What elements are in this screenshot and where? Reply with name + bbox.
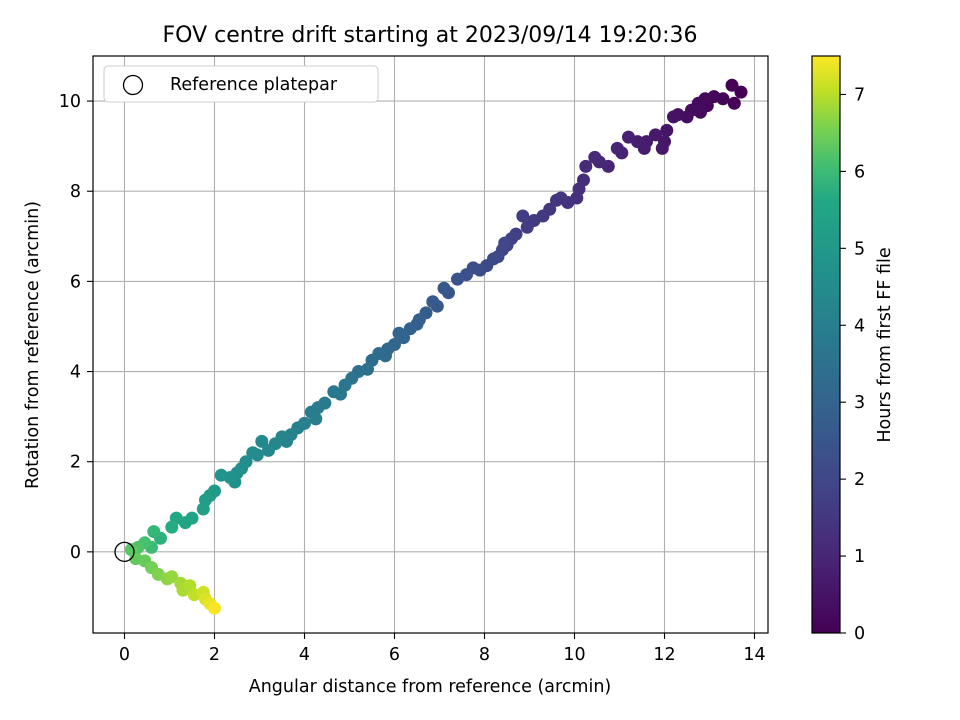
legend-label-reference: Reference platepar (170, 75, 338, 95)
y-tick-label: 8 (70, 182, 81, 202)
scatter-point (649, 128, 662, 142)
legend-marker-reference (122, 74, 144, 96)
scatter-point (309, 412, 323, 426)
points-layer (114, 78, 748, 615)
scatter-point (246, 446, 260, 460)
scatter-point (437, 281, 451, 295)
colorbar-tick-label: 6 (854, 162, 865, 182)
colorbar-tick-label: 1 (854, 547, 865, 567)
y-tick-label: 0 (70, 543, 81, 563)
legend-box (103, 65, 379, 103)
scatter-point (147, 525, 161, 539)
scatter-point (165, 520, 179, 534)
scatter-point (498, 236, 512, 250)
scatter-point (165, 570, 179, 584)
colorbar: 0 1 2 3 4 5 6 7 Hours from first FF file (811, 55, 895, 644)
y-tick-label: 6 (70, 272, 81, 292)
scatter-point (426, 295, 440, 309)
colorbar-tick-label: 5 (854, 239, 865, 259)
scatter-point (610, 141, 624, 155)
scatter-point (262, 443, 275, 457)
chart-title: FOV centre drift starting at 2023/09/14 … (163, 23, 698, 48)
x-tick-label: 8 (479, 645, 490, 665)
y-tick-label: 2 (70, 453, 81, 473)
ticks-layer: 0 2 4 6 8 10 12 14 0 2 4 6 8 10 (59, 92, 766, 665)
colorbar-tick-label: 3 (854, 393, 865, 413)
colorbar-tick-label: 4 (854, 316, 865, 336)
x-tick-label: 0 (119, 645, 130, 665)
scatter-point (451, 272, 464, 286)
x-tick-label: 10 (563, 645, 585, 665)
colorbar-label: Hours from first FF file (875, 247, 895, 442)
scatter-point (214, 468, 228, 482)
scatter-point (622, 130, 635, 144)
x-tick-label: 6 (389, 645, 400, 665)
scatter-point (208, 601, 221, 615)
scatter-point (588, 150, 602, 164)
colorbar-gradient (811, 55, 841, 634)
scatter-point (667, 110, 680, 124)
x-axis-label: Angular distance from reference (arcmin) (249, 677, 612, 697)
y-tick-label: 10 (59, 92, 81, 112)
y-axis-label: Rotation from reference (arcmin) (23, 201, 43, 489)
reference-point-marker (114, 541, 135, 563)
x-tick-label: 2 (209, 645, 220, 665)
colorbar-tick-label: 0 (854, 624, 865, 644)
scatter-point (550, 193, 563, 207)
legend: Reference platepar (103, 65, 379, 103)
x-tick-label: 12 (653, 645, 675, 665)
x-tick-label: 14 (743, 645, 765, 665)
scatter-point (520, 220, 534, 234)
scatter-point (734, 85, 748, 99)
scatter-point (392, 326, 406, 340)
scatter-point (727, 96, 741, 110)
scatter-point (579, 159, 593, 173)
plot-frame (92, 55, 769, 634)
grid-layer (93, 56, 768, 633)
scatter-point (725, 78, 739, 92)
colorbar-tick-label: 2 (854, 470, 865, 490)
scatter-point (660, 123, 674, 137)
scatter-point (255, 434, 269, 448)
colorbar-tick-label: 7 (854, 85, 865, 105)
y-tick-label: 4 (70, 363, 81, 383)
x-tick-label: 4 (299, 645, 310, 665)
colorbar-ticks: 0 1 2 3 4 5 6 7 (840, 85, 865, 644)
scatter-point (196, 502, 210, 516)
scatter-point (403, 322, 417, 336)
scatter-point (327, 385, 341, 399)
scatter-point (516, 209, 530, 223)
scatter-point (655, 141, 669, 155)
